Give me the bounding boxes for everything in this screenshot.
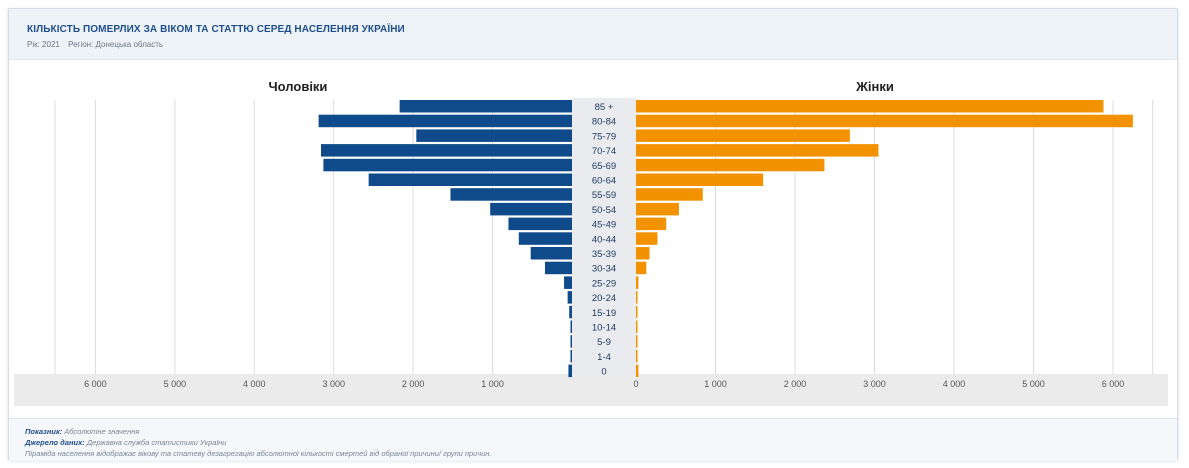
age-group-label: 5-9 [597,337,611,348]
male-tick-label: 3 000 [322,379,345,389]
female-bar [636,232,658,245]
female-bar [636,349,638,363]
source-label: Джерело даних: [25,438,85,447]
indicator-label: Показник: [25,427,63,436]
female-bar [636,305,638,319]
female-bar [636,261,647,275]
female-bar [636,202,679,216]
female-bar [636,276,639,289]
age-group-label: 35-39 [592,249,616,260]
female-bar [636,158,825,172]
card-header: КІЛЬКІСТЬ ПОМЕРЛИХ ЗА ВІКОМ ТА СТАТТЮ СЕ… [9,9,1177,60]
age-group-label: 85 + [595,102,614,113]
age-group-label: 40-44 [592,234,616,245]
age-group-label: 20-24 [592,293,616,304]
male-bar [518,232,572,245]
age-group-label: 50-54 [592,205,616,216]
male-bar [368,173,572,186]
male-bar [321,144,572,157]
male-bar [416,129,572,142]
age-group-label: 1-4 [597,352,611,363]
female-bar [636,114,1133,128]
female-bar [636,364,639,378]
male-tick-label: 2 000 [402,379,425,389]
indicator-value: Абсолютне значення [64,427,140,436]
male-bar [318,114,572,128]
female-tick-label: 6 000 [1102,379,1125,389]
age-group-label: 65-69 [592,161,616,172]
female-bar [636,320,638,333]
male-bar [490,202,572,216]
male-bar [570,335,572,348]
age-group-label: 0 [601,367,606,378]
chart-title: КІЛЬКІСТЬ ПОМЕРЛИХ ЗА ВІКОМ ТА СТАТТЮ СЕ… [27,24,405,35]
male-bar [570,320,572,333]
female-tick-label: 3 000 [863,379,886,389]
female-bar [636,173,764,186]
source-value: Державна служба статистики України [86,438,227,447]
male-bar [567,291,572,304]
male-tick-label: 1 000 [481,379,504,389]
male-bar [508,217,572,231]
source-row: Джерело даних: Державна служба статистик… [25,438,226,447]
chart-card: КІЛЬКІСТЬ ПОМЕРЛИХ ЗА ВІКОМ ТА СТАТТЮ СЕ… [8,8,1178,461]
age-group-label: 45-49 [592,220,616,231]
x-axis-band [14,374,1168,406]
female-tick-label: 5 000 [1022,379,1045,389]
male-bar [544,261,572,275]
male-bar [564,276,572,289]
age-group-label: 75-79 [592,131,616,142]
female-tick-label: 0 [633,379,638,389]
age-group-label: 15-19 [592,308,616,319]
male-bar [570,349,572,363]
female-bar [636,129,850,142]
female-bar [636,100,1104,113]
male-series-title: Чоловіки [269,79,328,94]
age-group-label: 55-59 [592,190,616,201]
age-label-band [572,98,636,406]
age-group-label: 60-64 [592,176,616,187]
age-group-label: 30-34 [592,264,616,275]
male-bar [568,364,572,378]
female-bar [636,291,638,304]
female-tick-label: 4 000 [943,379,966,389]
female-bar [636,188,703,201]
male-bar [530,247,572,260]
female-series-title: Жінки [855,79,894,94]
chart-subtitle: Рік: 2021 Регіон: Донецька область [27,40,169,49]
chart-footer: Показник: Абсолютне значення Джерело дан… [9,418,1177,461]
male-bar [569,305,572,319]
female-bar [636,247,650,260]
female-tick-label: 2 000 [784,379,807,389]
age-group-label: 10-14 [592,323,616,334]
female-bar [636,335,638,348]
year-label: Рік: 2021 [27,40,60,49]
age-group-label: 80-84 [592,117,616,128]
male-tick-label: 6 000 [84,379,107,389]
population-pyramid-chart: 85 + 80-84 75-79 70-74 65-69 60-64 55-59 50-54 4… [14,79,1168,406]
indicator-row: Показник: Абсолютне значення [25,427,139,436]
female-bar [636,144,879,157]
male-bar [323,158,572,172]
age-group-label: 25-29 [592,278,616,289]
male-tick-label: 5 000 [164,379,187,389]
male-tick-label: 4 000 [243,379,266,389]
female-bar [636,217,667,231]
footer-note: Піраміда населення відображає вікову та … [25,449,492,458]
female-tick-label: 1 000 [704,379,727,389]
age-group-label: 70-74 [592,146,616,157]
region-label: Регіон: Донецька область [68,40,164,49]
male-bar [399,100,572,113]
male-bar [450,188,572,201]
